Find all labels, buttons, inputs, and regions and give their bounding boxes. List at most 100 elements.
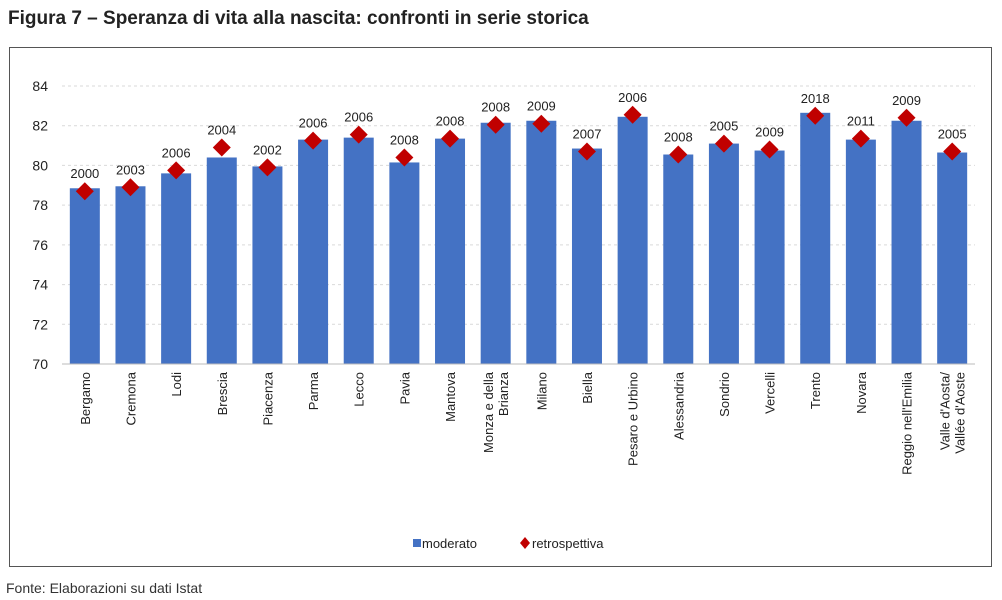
data-label: 2006 bbox=[162, 145, 191, 160]
data-label: 2009 bbox=[527, 99, 556, 114]
source-note: Fonte: Elaborazioni su dati Istat bbox=[6, 580, 203, 596]
data-label: 2008 bbox=[436, 114, 465, 129]
x-tick-label: Mantova bbox=[443, 371, 458, 422]
marker bbox=[851, 129, 870, 148]
x-tick-label-line: Lodi bbox=[169, 372, 184, 397]
x-tick-label-line: Pavia bbox=[397, 371, 412, 404]
data-label: 2004 bbox=[207, 123, 236, 138]
bar bbox=[343, 137, 374, 364]
x-tick-label: Biella bbox=[580, 371, 595, 404]
legend-label-retrospettiva: retrospettiva bbox=[532, 536, 604, 551]
data-label: 2000 bbox=[70, 166, 99, 181]
x-tick-label-line: Biella bbox=[580, 371, 595, 404]
x-tick-label-line: Reggio nell'Emilia bbox=[900, 371, 915, 475]
data-label: 2008 bbox=[664, 130, 693, 145]
figure-title: Figura 7 – Speranza di vita alla nascita… bbox=[8, 8, 589, 29]
x-tick-label-line: Brescia bbox=[215, 371, 230, 415]
x-tick-label: Pavia bbox=[397, 371, 412, 404]
x-tick-label-line: Valle d'Aosta/ bbox=[938, 372, 953, 451]
bar bbox=[754, 150, 785, 364]
x-tick-label-line: Piacenza bbox=[260, 371, 275, 425]
x-tick-label: Cremona bbox=[123, 371, 138, 425]
chart-frame bbox=[9, 47, 992, 567]
bar bbox=[526, 120, 557, 364]
bar bbox=[571, 148, 602, 364]
x-tick-label: Sondrio bbox=[717, 372, 732, 417]
marker bbox=[532, 114, 551, 133]
y-tick-label: 74 bbox=[32, 277, 48, 293]
x-tick-label-line: Novara bbox=[854, 371, 869, 414]
x-tick-label-line: Milano bbox=[534, 372, 549, 410]
x-tick-label: Pesaro e Urbino bbox=[626, 372, 641, 466]
marker bbox=[806, 106, 825, 125]
x-tick-label-line: Trento bbox=[808, 372, 823, 409]
data-label: 2003 bbox=[116, 162, 145, 177]
x-tick-label: Piacenza bbox=[260, 371, 275, 425]
bar bbox=[937, 152, 968, 364]
y-tick-label: 76 bbox=[32, 237, 48, 253]
x-tick-label-line: Pesaro e Urbino bbox=[626, 372, 641, 466]
x-tick-label-line: Monza e della bbox=[481, 371, 496, 453]
marker bbox=[167, 161, 186, 180]
bar bbox=[845, 139, 876, 364]
x-tick-label: Bergamo bbox=[78, 372, 93, 425]
y-tick-label: 78 bbox=[32, 197, 48, 213]
data-label: 2018 bbox=[801, 91, 830, 106]
data-label: 2006 bbox=[618, 90, 647, 105]
marker bbox=[121, 178, 140, 197]
marker bbox=[943, 142, 962, 161]
bar bbox=[435, 138, 466, 364]
bar bbox=[161, 173, 192, 364]
y-tick-label: 80 bbox=[32, 157, 48, 173]
x-tick-label: Milano bbox=[534, 372, 549, 410]
bar bbox=[708, 143, 739, 364]
x-tick-label: Reggio nell'Emilia bbox=[900, 371, 915, 475]
x-tick-label: Lodi bbox=[169, 372, 184, 397]
y-tick-label: 72 bbox=[32, 316, 48, 332]
marker bbox=[258, 158, 277, 177]
marker bbox=[212, 138, 231, 157]
bar bbox=[891, 120, 922, 364]
x-tick-label: Lecco bbox=[352, 372, 367, 407]
marker bbox=[304, 131, 323, 150]
x-tick-label: Novara bbox=[854, 371, 869, 414]
marker bbox=[441, 129, 460, 148]
legend-label-moderato: moderato bbox=[422, 536, 477, 551]
data-label: 2002 bbox=[253, 142, 282, 157]
x-tick-label-line: Vercelli bbox=[763, 372, 778, 414]
data-label: 2009 bbox=[892, 93, 921, 108]
marker bbox=[395, 148, 414, 167]
bar bbox=[115, 186, 146, 364]
bar bbox=[389, 162, 420, 364]
bar bbox=[800, 112, 831, 364]
marker bbox=[486, 115, 505, 134]
data-label: 2011 bbox=[847, 114, 875, 129]
x-tick-label: Alessandria bbox=[671, 371, 686, 440]
marker bbox=[669, 145, 688, 164]
marker bbox=[75, 182, 94, 201]
marker bbox=[897, 108, 916, 127]
data-label: 2005 bbox=[938, 127, 967, 142]
x-tick-label-line: Sondrio bbox=[717, 372, 732, 417]
marker bbox=[760, 140, 779, 159]
marker bbox=[349, 125, 368, 144]
data-label: 2007 bbox=[573, 127, 602, 142]
x-tick-label-line: Alessandria bbox=[671, 371, 686, 440]
bar bbox=[298, 139, 329, 364]
data-label: 2005 bbox=[709, 119, 738, 134]
y-tick-label: 70 bbox=[32, 356, 48, 372]
legend-swatch-retrospettiva bbox=[520, 537, 530, 549]
bar bbox=[206, 157, 237, 364]
x-tick-label: Monza e dellaBrianza bbox=[481, 371, 511, 453]
marker bbox=[577, 142, 596, 161]
x-tick-label-line: Lecco bbox=[352, 372, 367, 407]
x-tick-label-line: Vallée d'Aoste bbox=[953, 372, 968, 454]
data-label: 2008 bbox=[481, 100, 510, 115]
x-tick-label-line: Mantova bbox=[443, 371, 458, 422]
data-label: 2006 bbox=[344, 110, 373, 125]
legend-swatch-moderato bbox=[413, 539, 421, 547]
x-tick-label-line: Brianza bbox=[496, 371, 511, 416]
bar bbox=[480, 122, 511, 364]
y-tick-label: 84 bbox=[32, 78, 48, 94]
